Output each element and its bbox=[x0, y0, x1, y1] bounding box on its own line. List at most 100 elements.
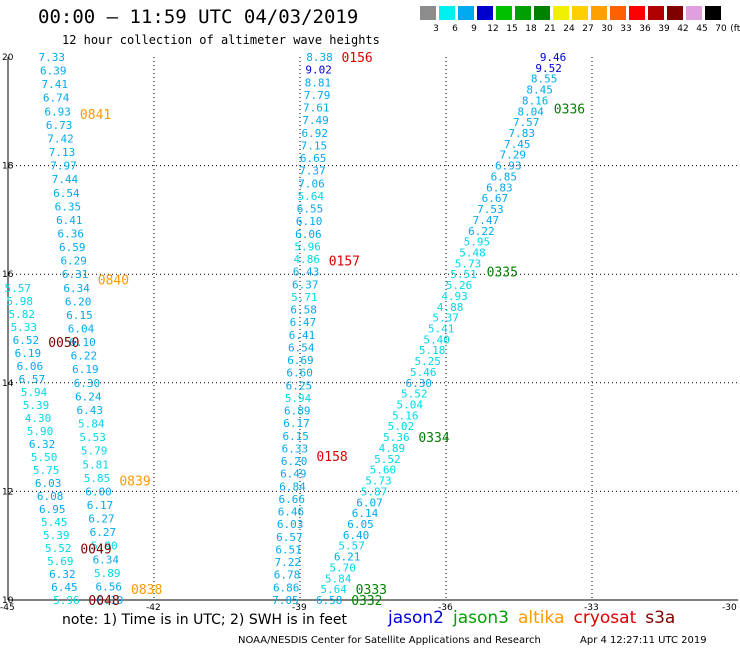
x-tick-label: -45 bbox=[0, 603, 15, 610]
swh-value: 6.95 bbox=[39, 503, 66, 516]
color-swatch bbox=[686, 6, 702, 20]
swh-value: 6.65 bbox=[300, 152, 327, 165]
color-swatch-label: 42 bbox=[677, 24, 689, 34]
swh-value: 4.93 bbox=[441, 290, 468, 303]
swh-value: 7.33 bbox=[39, 51, 66, 64]
swh-value: 9.52 bbox=[535, 62, 562, 75]
swh-value: 5.52 bbox=[374, 453, 401, 466]
swh-value: 6.58 bbox=[290, 304, 317, 317]
swh-value: 5.90 bbox=[91, 540, 118, 553]
swh-value: 6.32 bbox=[29, 438, 56, 451]
swh-value: 5.36 bbox=[383, 431, 410, 444]
swh-value: 8.81 bbox=[305, 76, 332, 89]
swh-value: 7.97 bbox=[50, 160, 77, 173]
swh-value: 6.49 bbox=[280, 468, 307, 481]
swh-value: 6.56 bbox=[95, 580, 122, 593]
swh-value: 6.55 bbox=[297, 203, 324, 216]
x-tick-label: -39 bbox=[292, 603, 307, 610]
swh-value: 5.75 bbox=[33, 464, 60, 477]
footer-note: note: 1) Time is in UTC; 2) SWH is in fe… bbox=[62, 612, 348, 628]
y-tick-label: 12 bbox=[2, 487, 13, 497]
swh-value: 6.67 bbox=[482, 192, 509, 205]
swh-value: 6.22 bbox=[468, 225, 495, 238]
swh-value: 6.27 bbox=[90, 526, 117, 539]
swh-value: 5.57 bbox=[338, 540, 365, 553]
pass-time-label: 0049 bbox=[80, 542, 111, 557]
swh-value: 6.37 bbox=[292, 278, 319, 291]
swh-value: 6.47 bbox=[290, 316, 317, 329]
x-tick-label: -36 bbox=[438, 603, 453, 610]
swh-value: 5.02 bbox=[388, 420, 415, 433]
swh-value: 6.19 bbox=[97, 594, 124, 607]
swh-value: 5.85 bbox=[84, 472, 111, 485]
color-swatch bbox=[477, 6, 493, 20]
swh-value: 6.84 bbox=[279, 480, 306, 493]
swh-value: 6.30 bbox=[405, 377, 432, 390]
swh-value: 6.06 bbox=[17, 360, 44, 373]
swh-value: 5.64 bbox=[298, 190, 325, 203]
swh-value: 6.30 bbox=[74, 377, 101, 390]
swh-value: 6.58 bbox=[316, 594, 343, 607]
swh-value: 7.42 bbox=[47, 132, 74, 145]
pass-time-label: 0048 bbox=[88, 594, 119, 609]
pass-time-label: 0050 bbox=[48, 336, 79, 351]
y-tick-label: 20 bbox=[2, 53, 14, 63]
x-tick-label: -33 bbox=[584, 603, 599, 610]
swh-value: 6.06 bbox=[295, 228, 322, 241]
swh-value: 6.85 bbox=[491, 170, 518, 183]
swh-value: 5.39 bbox=[23, 399, 50, 412]
pass-time-label: 0840 bbox=[98, 274, 129, 289]
color-swatch bbox=[591, 6, 607, 20]
y-tick-label: 18 bbox=[2, 162, 14, 172]
swh-value: 6.57 bbox=[19, 373, 46, 386]
swh-value: 5.53 bbox=[79, 431, 106, 444]
swh-value: 5.94 bbox=[285, 392, 312, 405]
swh-value: 6.93 bbox=[44, 105, 71, 118]
swh-value: 6.59 bbox=[59, 241, 86, 254]
swh-value: 6.39 bbox=[40, 65, 67, 78]
color-swatch bbox=[496, 6, 512, 20]
color-swatch-label: 6 bbox=[452, 24, 458, 34]
color-scale-unit: (ft) bbox=[730, 24, 740, 34]
swh-value: 5.84 bbox=[325, 572, 352, 585]
swh-value: 6.10 bbox=[69, 336, 96, 349]
swh-value: 7.49 bbox=[302, 114, 329, 127]
x-tick-label: -42 bbox=[146, 603, 161, 610]
color-swatch bbox=[515, 6, 531, 20]
swh-value: 5.71 bbox=[291, 291, 318, 304]
pass-time-label: 0333 bbox=[356, 583, 387, 598]
swh-value: 6.27 bbox=[88, 513, 115, 526]
pass-time-label: 0156 bbox=[341, 51, 372, 66]
swh-value: 5.52 bbox=[401, 388, 428, 401]
pass-time-label: 0839 bbox=[119, 475, 150, 490]
swh-value: 6.05 bbox=[347, 518, 374, 531]
swh-value: 6.34 bbox=[63, 282, 90, 295]
color-swatch-label: 30 bbox=[601, 24, 613, 34]
swh-value: 5.89 bbox=[94, 567, 121, 580]
x-tick-label: -30 bbox=[722, 603, 737, 610]
swh-value: 6.15 bbox=[282, 430, 309, 443]
swh-value: 5.95 bbox=[464, 236, 491, 249]
color-swatch-label: 33 bbox=[620, 24, 632, 34]
y-tick-label: 16 bbox=[2, 270, 14, 280]
swh-value: 5.40 bbox=[423, 333, 450, 346]
swh-value: 5.60 bbox=[370, 464, 397, 477]
color-swatch-label: 45 bbox=[696, 24, 708, 34]
swh-value: 5.81 bbox=[82, 458, 109, 471]
swh-value: 7.79 bbox=[304, 89, 331, 102]
swh-value: 6.66 bbox=[278, 493, 305, 506]
swh-value: 5.52 bbox=[45, 542, 72, 555]
pass-time-label: 0334 bbox=[418, 431, 449, 446]
swh-value: 6.32 bbox=[49, 568, 76, 581]
swh-value: 6.07 bbox=[356, 496, 383, 509]
swh-value: 6.36 bbox=[58, 227, 85, 240]
color-swatch bbox=[553, 6, 569, 20]
swh-value: 6.41 bbox=[56, 214, 83, 227]
swh-value: 7.45 bbox=[504, 138, 531, 151]
swh-value: 6.73 bbox=[46, 119, 73, 132]
swh-value: 6.08 bbox=[37, 490, 64, 503]
swh-value: 4.88 bbox=[437, 301, 464, 314]
swh-value: 6.51 bbox=[275, 543, 302, 556]
swh-value: 6.83 bbox=[486, 181, 513, 194]
swh-value: 5.96 bbox=[294, 240, 321, 253]
